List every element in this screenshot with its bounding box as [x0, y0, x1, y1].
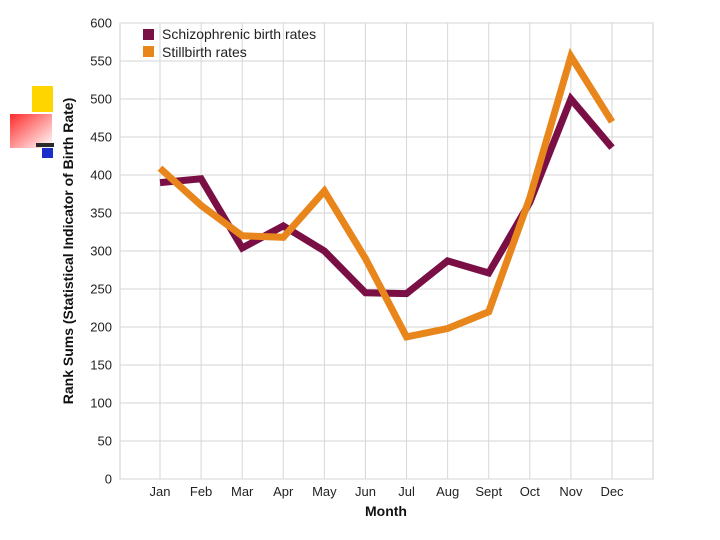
decorative-squares — [10, 86, 54, 158]
blue-square — [42, 148, 53, 158]
x-tick-label: Nov — [559, 484, 583, 499]
legend-label-stillbirth: Stillbirth rates — [162, 44, 247, 60]
y-tick-label: 150 — [90, 358, 112, 373]
y-tick-label: 250 — [90, 282, 112, 297]
y-tick-label: 450 — [90, 130, 112, 145]
legend-label-schizophrenic: Schizophrenic birth rates — [162, 26, 316, 42]
x-tick-label: Sept — [475, 484, 502, 499]
y-tick-label: 200 — [90, 320, 112, 335]
y-tick-label: 500 — [90, 92, 112, 107]
yellow-square — [32, 86, 53, 112]
x-tick-label: Dec — [600, 484, 624, 499]
y-tick-label: 50 — [98, 434, 112, 449]
series-line-stillbirth — [157, 47, 615, 341]
y-tick-label: 550 — [90, 54, 112, 69]
y-axis-title: Rank Sums (Statistical Indicator of Birt… — [60, 98, 76, 405]
y-tick-labels: 0 50 100 150 200 250 300 350 400 450 500 550 600 — [90, 16, 112, 487]
y-tick-label: 350 — [90, 206, 112, 221]
x-tick-label: May — [312, 484, 337, 499]
series-lines — [157, 47, 615, 341]
x-tick-label: Apr — [273, 484, 294, 499]
legend-swatch-schizophrenic — [143, 29, 154, 40]
x-tick-label: Jul — [398, 484, 415, 499]
gridlines — [120, 22, 653, 480]
x-tick-label: Jun — [355, 484, 376, 499]
y-tick-label: 300 — [90, 244, 112, 259]
x-tick-label: Jan — [150, 484, 171, 499]
y-tick-label: 100 — [90, 396, 112, 411]
y-tick-label: 400 — [90, 168, 112, 183]
x-axis-title: Month — [365, 503, 407, 519]
x-tick-label: Feb — [190, 484, 212, 499]
x-tick-label: Oct — [520, 484, 541, 499]
red-gradient-square — [10, 114, 52, 148]
y-tick-label: 600 — [90, 16, 112, 31]
x-tick-label: Mar — [231, 484, 254, 499]
legend-swatch-stillbirth — [143, 46, 154, 57]
legend: Schizophrenic birth rates Stillbirth rat… — [143, 26, 316, 60]
x-tick-labels: Jan Feb Mar Apr May Jun Jul Aug Sept Oct Nov Dec — [150, 484, 625, 499]
dark-bar — [36, 143, 54, 147]
x-tick-label: Aug — [436, 484, 459, 499]
y-tick-label: 0 — [105, 472, 112, 487]
